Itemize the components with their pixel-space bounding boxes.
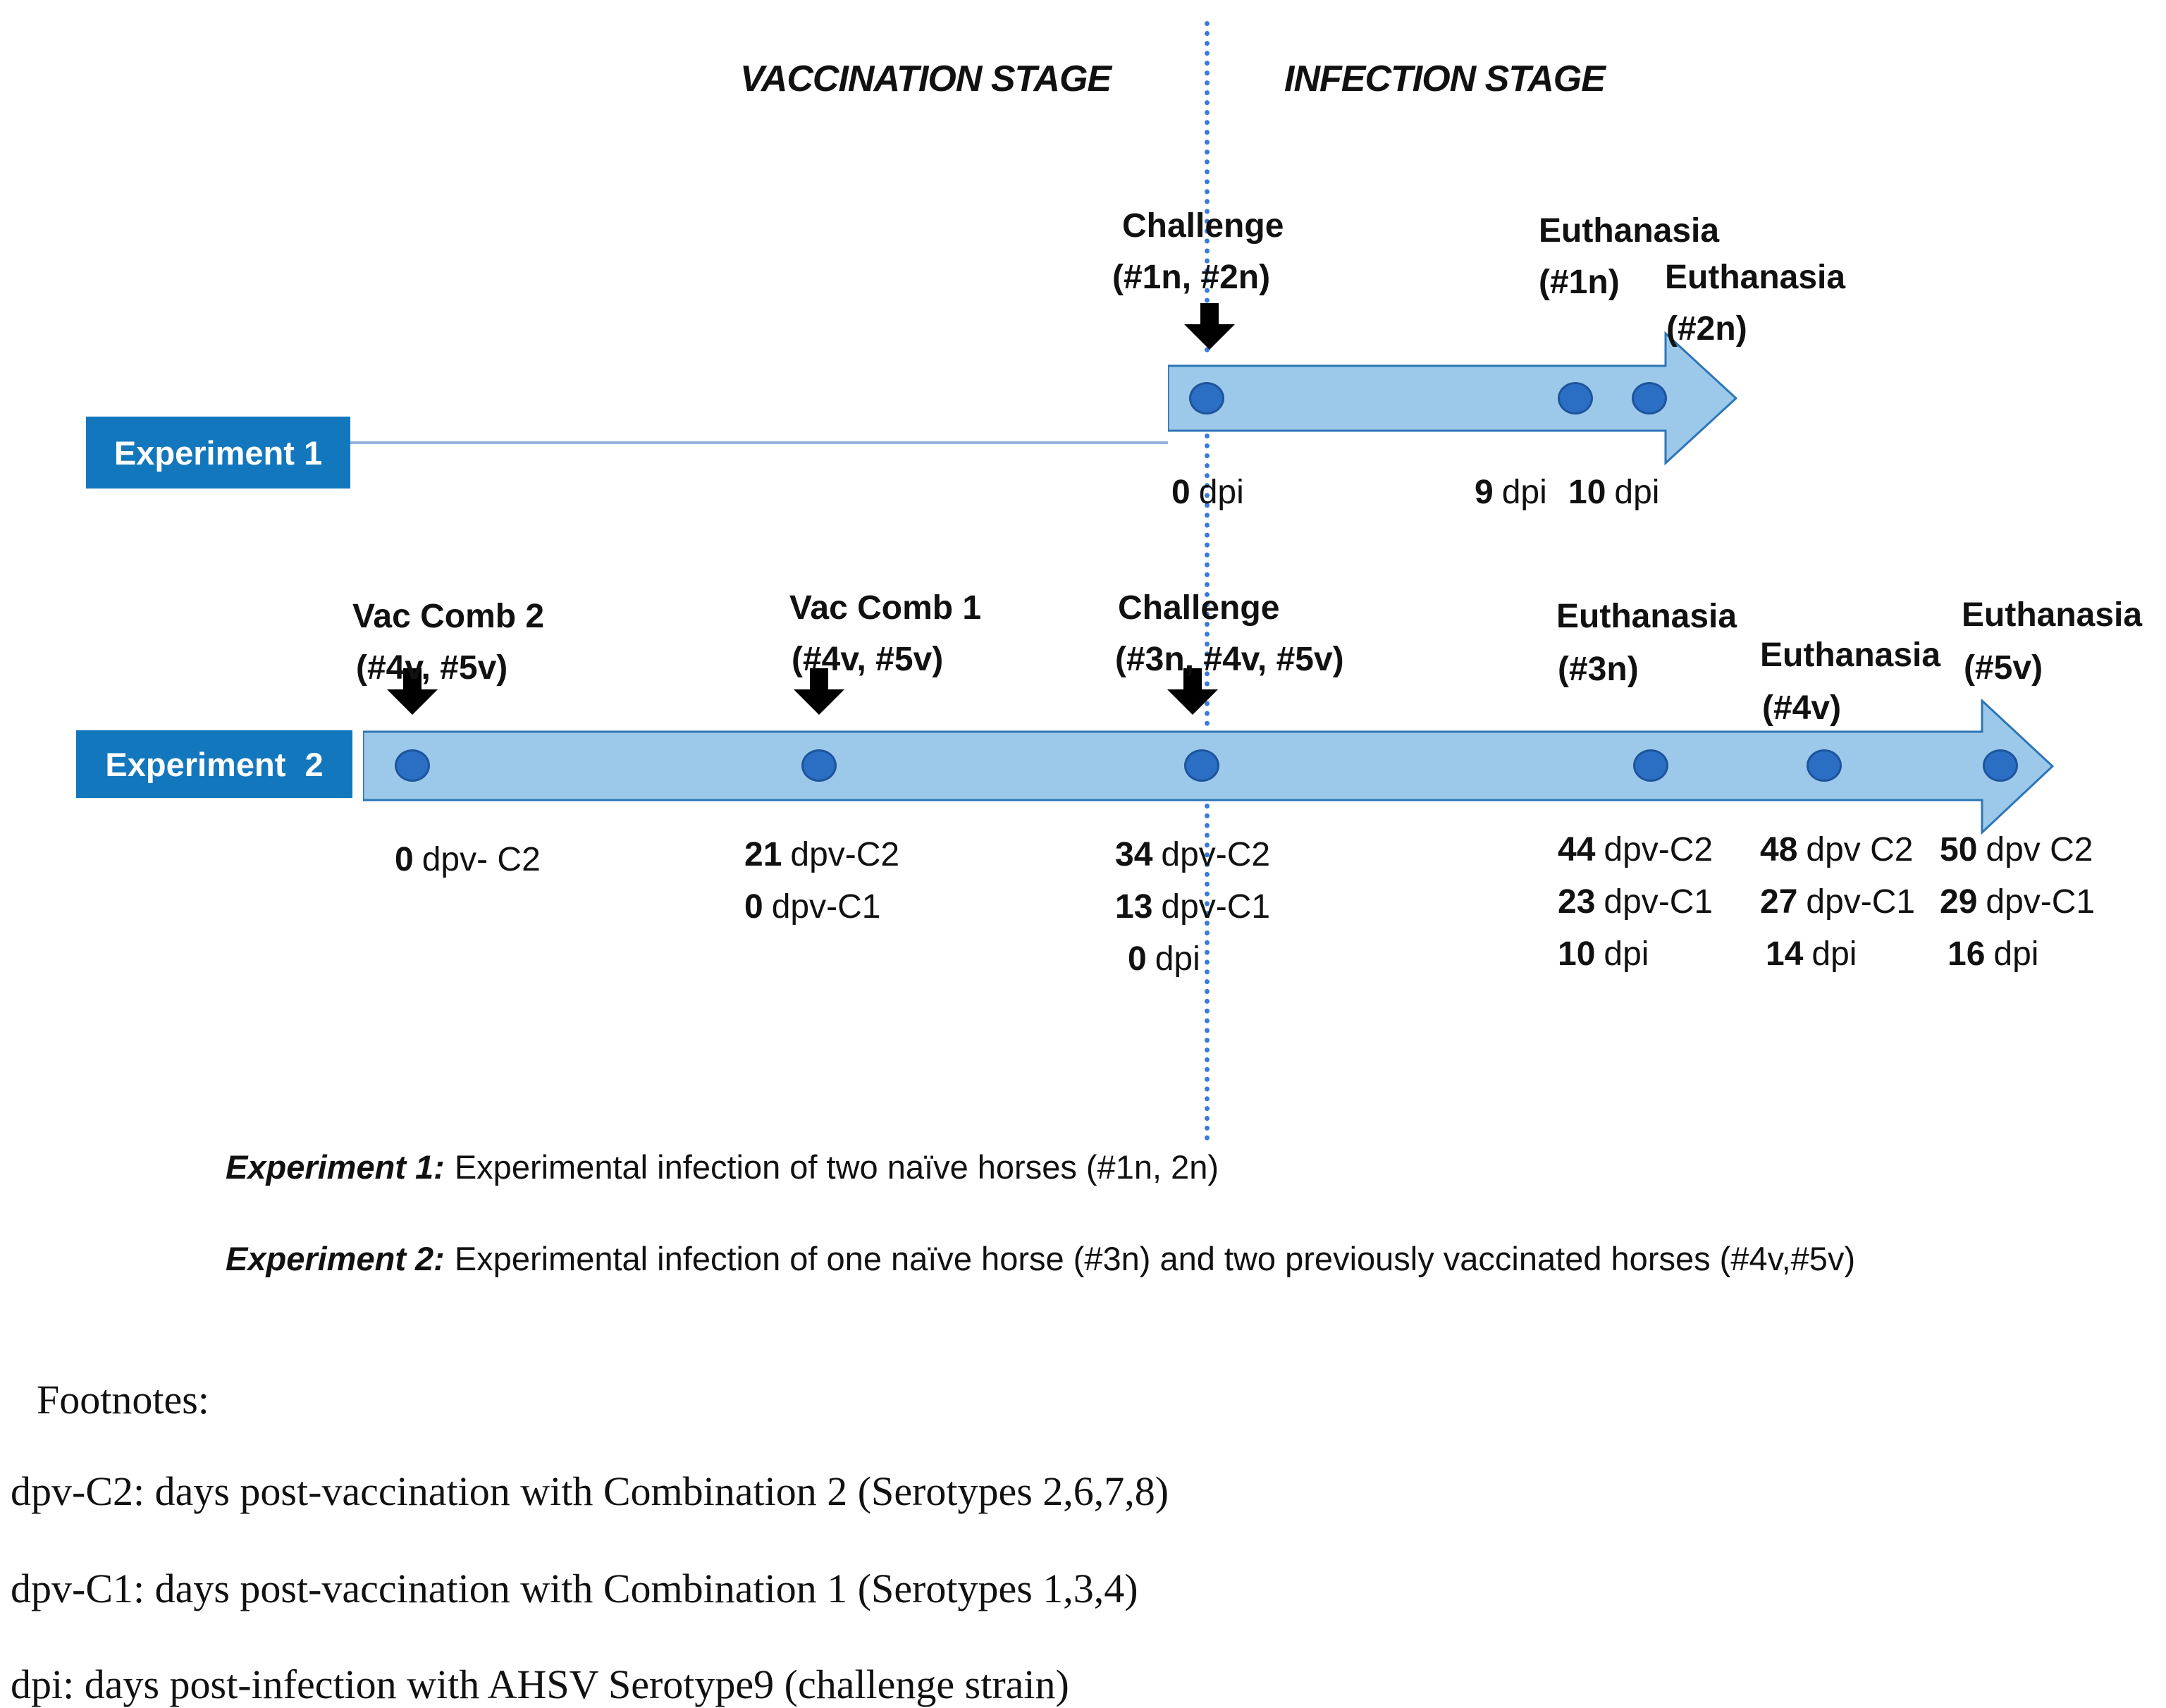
exp1-tick-0dpi: 0 dpi [1171,474,1244,511]
timepoint-dot [1558,382,1593,414]
timepoint-dot [1807,749,1842,782]
exp2-tick-group5-line2: 27 dpv-C1 [1760,883,1916,921]
exp2-euthanasia-4v-line1: Euthanasia [1760,637,1941,674]
footnote-line: dpv-C1: days post-vaccination with Combi… [11,1566,1138,1611]
experiment1-label-box: Experiment 1 [86,417,350,489]
exp2-tick-group1-line1: 0 dpv- C2 [395,841,541,878]
exp2-euthanasia-3n-line2: (#3n) [1558,651,1639,688]
exp2-tick-group4-line3: 10 dpi [1558,935,1649,973]
stage-divider-line [1205,21,1210,352]
exp2-tick-group4-line1: 44 dpv-C2 [1558,831,1713,868]
exp1-euthanasia-2n-line1: Euthanasia [1665,259,1846,296]
exp1-euthanasia-2n-line2: (#2n) [1666,310,1747,348]
exp1-challenge-label-line1: Challenge [1122,207,1284,245]
down-arrow-icon [1166,668,1219,715]
experiment2-label: Experiment 2 [105,745,324,783]
exp2-challenge-line1: Challenge [1118,589,1280,627]
exp2-tick-group4-line2: 23 dpv-C1 [1558,883,1713,921]
exp2-vac-comb1-line1: Vac Comb 1 [789,589,982,627]
exp2-tick-group6-line1: 50 dpv C2 [1940,831,2093,868]
exp1-euthanasia-1n-line1: Euthanasia [1539,212,1720,250]
timepoint-dot [1189,382,1224,414]
stage-divider-line [1205,804,1210,1141]
down-arrow-icon [1183,303,1236,350]
experiment1-timeline-arrow [1168,331,1738,466]
experiment2-description: Experiment 2: Experimental infection of o… [226,1240,1856,1277]
infection-stage-header: INFECTION STAGE [1284,59,1606,99]
exp2-tick-group5-line1: 48 dpv C2 [1760,831,1914,868]
footnote-line: dpi: days post-infection with AHSV Serot… [11,1661,1069,1707]
exp2-tick-group6-line2: 29 dpv-C1 [1940,883,2096,921]
exp2-vac-comb2-line1: Vac Comb 2 [352,598,545,635]
timepoint-dot [801,749,837,782]
exp1-tick-10dpi: 10 dpi [1568,474,1660,511]
footnote-line: dpv-C2: days post-vaccination with Combi… [11,1468,1169,1514]
stage-divider-line [1205,434,1210,726]
exp2-euthanasia-4v-line2: (#4v) [1762,689,1842,727]
exp2-euthanasia-5v-line2: (#5v) [1964,649,2043,687]
experiment1-description: Experiment 1: Experimental infection of t… [226,1148,1219,1186]
exp2-tick-group5-line3: 14 dpi [1766,935,1857,973]
experiment1-label: Experiment 1 [113,434,323,472]
exp2-euthanasia-5v-line1: Euthanasia [1962,596,2143,634]
exp2-challenge-line2: (#3n, #4v, #5v) [1115,641,1344,678]
exp2-vac-comb2-line2: (#4v, #5v) [356,649,508,687]
timepoint-dot [1632,382,1667,414]
exp2-tick-group2-line1: 21 dpv-C2 [744,836,900,873]
experiment2-label-box: Experiment 2 [76,730,352,798]
timepoint-dot [1633,749,1668,782]
down-arrow-icon [792,668,846,715]
exp1-tick-9dpi: 9 dpi [1475,474,1547,511]
experiment1-connector-line [350,441,1168,444]
exp2-euthanasia-3n-line1: Euthanasia [1556,598,1737,635]
exp1-challenge-label-line2: (#1n, #2n) [1112,259,1271,296]
footnotes-title: Footnotes: [37,1377,209,1423]
down-arrow-icon [386,668,439,715]
exp2-tick-group6-line3: 16 dpi [1947,935,2039,973]
timepoint-dot [1983,749,2018,782]
exp2-tick-group3-line3: 0 dpi [1128,940,1200,978]
timepoint-dot [395,749,430,782]
exp2-tick-group3-line1: 34 dpv-C2 [1115,836,1271,873]
exp2-tick-group2-line2: 0 dpv-C1 [744,888,881,926]
exp2-tick-group3-line2: 13 dpv-C1 [1115,888,1271,926]
timepoint-dot [1184,749,1219,782]
exp2-vac-comb1-line2: (#4v, #5v) [792,641,944,678]
exp1-euthanasia-1n-line2: (#1n) [1539,264,1620,301]
vaccination-stage-header: VACCINATION STAGE [740,59,1112,99]
